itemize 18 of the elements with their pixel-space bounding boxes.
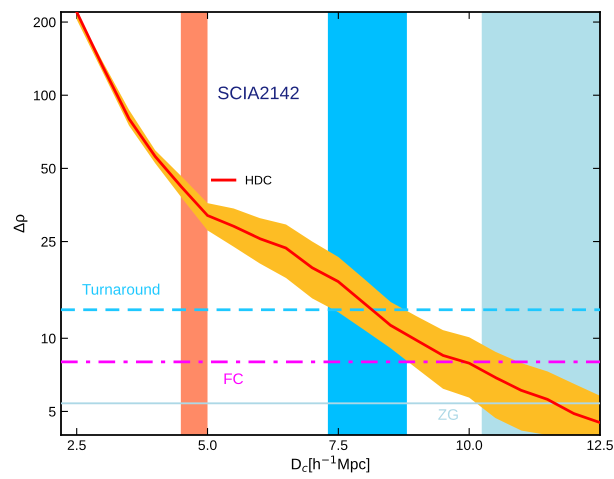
x-tick-label: 7.5 xyxy=(329,440,348,450)
y-tick-label: 5 xyxy=(48,406,56,417)
y-tick-label: 50 xyxy=(41,164,56,174)
annotation: SCIA2142 xyxy=(218,86,299,100)
x-tick-label: 10.0 xyxy=(456,440,482,450)
legend-label: HDC xyxy=(246,176,272,185)
ref-line-label: FC xyxy=(224,373,244,384)
x-tick-label: 12.5 xyxy=(588,440,613,450)
y-tick-label: 10 xyxy=(42,334,56,344)
y-tick-label: 100 xyxy=(34,90,56,100)
x-axis-title: D$_{c}$[h$^{−1}$Mpc] xyxy=(292,456,370,472)
ref-line-label: Turnaround xyxy=(82,284,160,295)
y-tick-label: 200 xyxy=(34,17,56,28)
y-axis-title: Δρ xyxy=(14,214,28,232)
x-tick-label: 5.0 xyxy=(198,440,217,450)
ref-line-label: ZG xyxy=(438,409,458,420)
x-tick-label: 2.5 xyxy=(68,440,86,450)
y-tick-label: 25 xyxy=(41,236,56,247)
